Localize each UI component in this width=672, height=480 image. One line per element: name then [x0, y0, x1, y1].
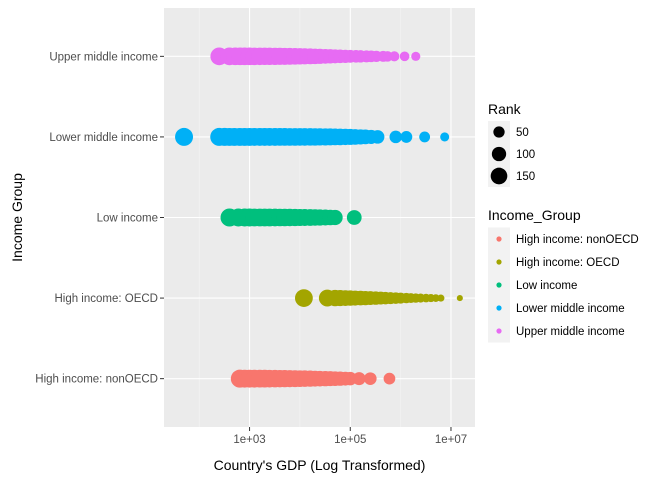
- size-legend-dot: [491, 146, 507, 162]
- data-point: [431, 294, 440, 302]
- color-legend-label: High income: nonOECD: [516, 234, 639, 246]
- data-point: [399, 51, 410, 62]
- y-tick-label: High income: OECD: [54, 293, 158, 305]
- data-point: [352, 372, 366, 386]
- y-tick-label: Low income: [97, 213, 158, 225]
- y-axis-ticks: High income: nonOECD High income: OECD Low…: [35, 51, 164, 386]
- data-point: [440, 132, 450, 142]
- size-legend-dot: [490, 167, 508, 185]
- data-point: [175, 127, 194, 146]
- x-tick-label: 1e+05: [334, 434, 366, 446]
- color-legend-label: High income: OECD: [516, 257, 620, 269]
- data-points: [175, 47, 463, 388]
- y-tick-label: High income: nonOECD: [35, 374, 158, 386]
- color-legend-dot: [496, 259, 502, 265]
- x-axis-title: Country's GDP (Log Transformed): [214, 457, 426, 473]
- size-legend-label: 50: [516, 127, 529, 139]
- x-axis-ticks: 1e+03 1e+05 1e+07: [233, 427, 467, 446]
- size-legend-label: 150: [516, 171, 535, 183]
- size-legend-title: Rank: [488, 101, 522, 117]
- data-point: [437, 294, 445, 302]
- data-point: [389, 130, 402, 144]
- data-point: [383, 372, 396, 385]
- x-tick-label: 1e+03: [233, 434, 265, 446]
- data-point: [411, 51, 421, 61]
- data-point: [370, 130, 385, 144]
- x-tick-label: 1e+07: [435, 434, 467, 446]
- data-point: [327, 209, 343, 226]
- y-tick-label: Upper middle income: [49, 51, 158, 63]
- data-point: [456, 295, 463, 302]
- data-point: [346, 210, 362, 225]
- data-point: [419, 131, 431, 143]
- size-legend-label: 100: [516, 149, 535, 161]
- data-point: [363, 372, 377, 385]
- y-tick-label: Lower middle income: [49, 132, 158, 144]
- color-legend-label: Lower middle income: [516, 303, 625, 315]
- color-legend-dot: [496, 328, 502, 334]
- y-axis-title: Income Group: [9, 173, 25, 262]
- color-legend-dot: [496, 305, 502, 311]
- color-legend-label: Upper middle income: [516, 326, 625, 338]
- size-legend: Rank 50 100 150: [488, 101, 535, 187]
- data-point: [389, 51, 400, 62]
- data-point: [400, 130, 413, 143]
- color-legend-label: Low income: [516, 280, 577, 292]
- data-point: [295, 289, 313, 307]
- color-legend: Income_Group High income: nonOECD High in…: [488, 207, 639, 343]
- size-legend-dot: [493, 126, 505, 138]
- color-legend-dot: [496, 282, 502, 288]
- color-legend-dot: [496, 236, 502, 242]
- color-legend-title: Income_Group: [488, 207, 581, 223]
